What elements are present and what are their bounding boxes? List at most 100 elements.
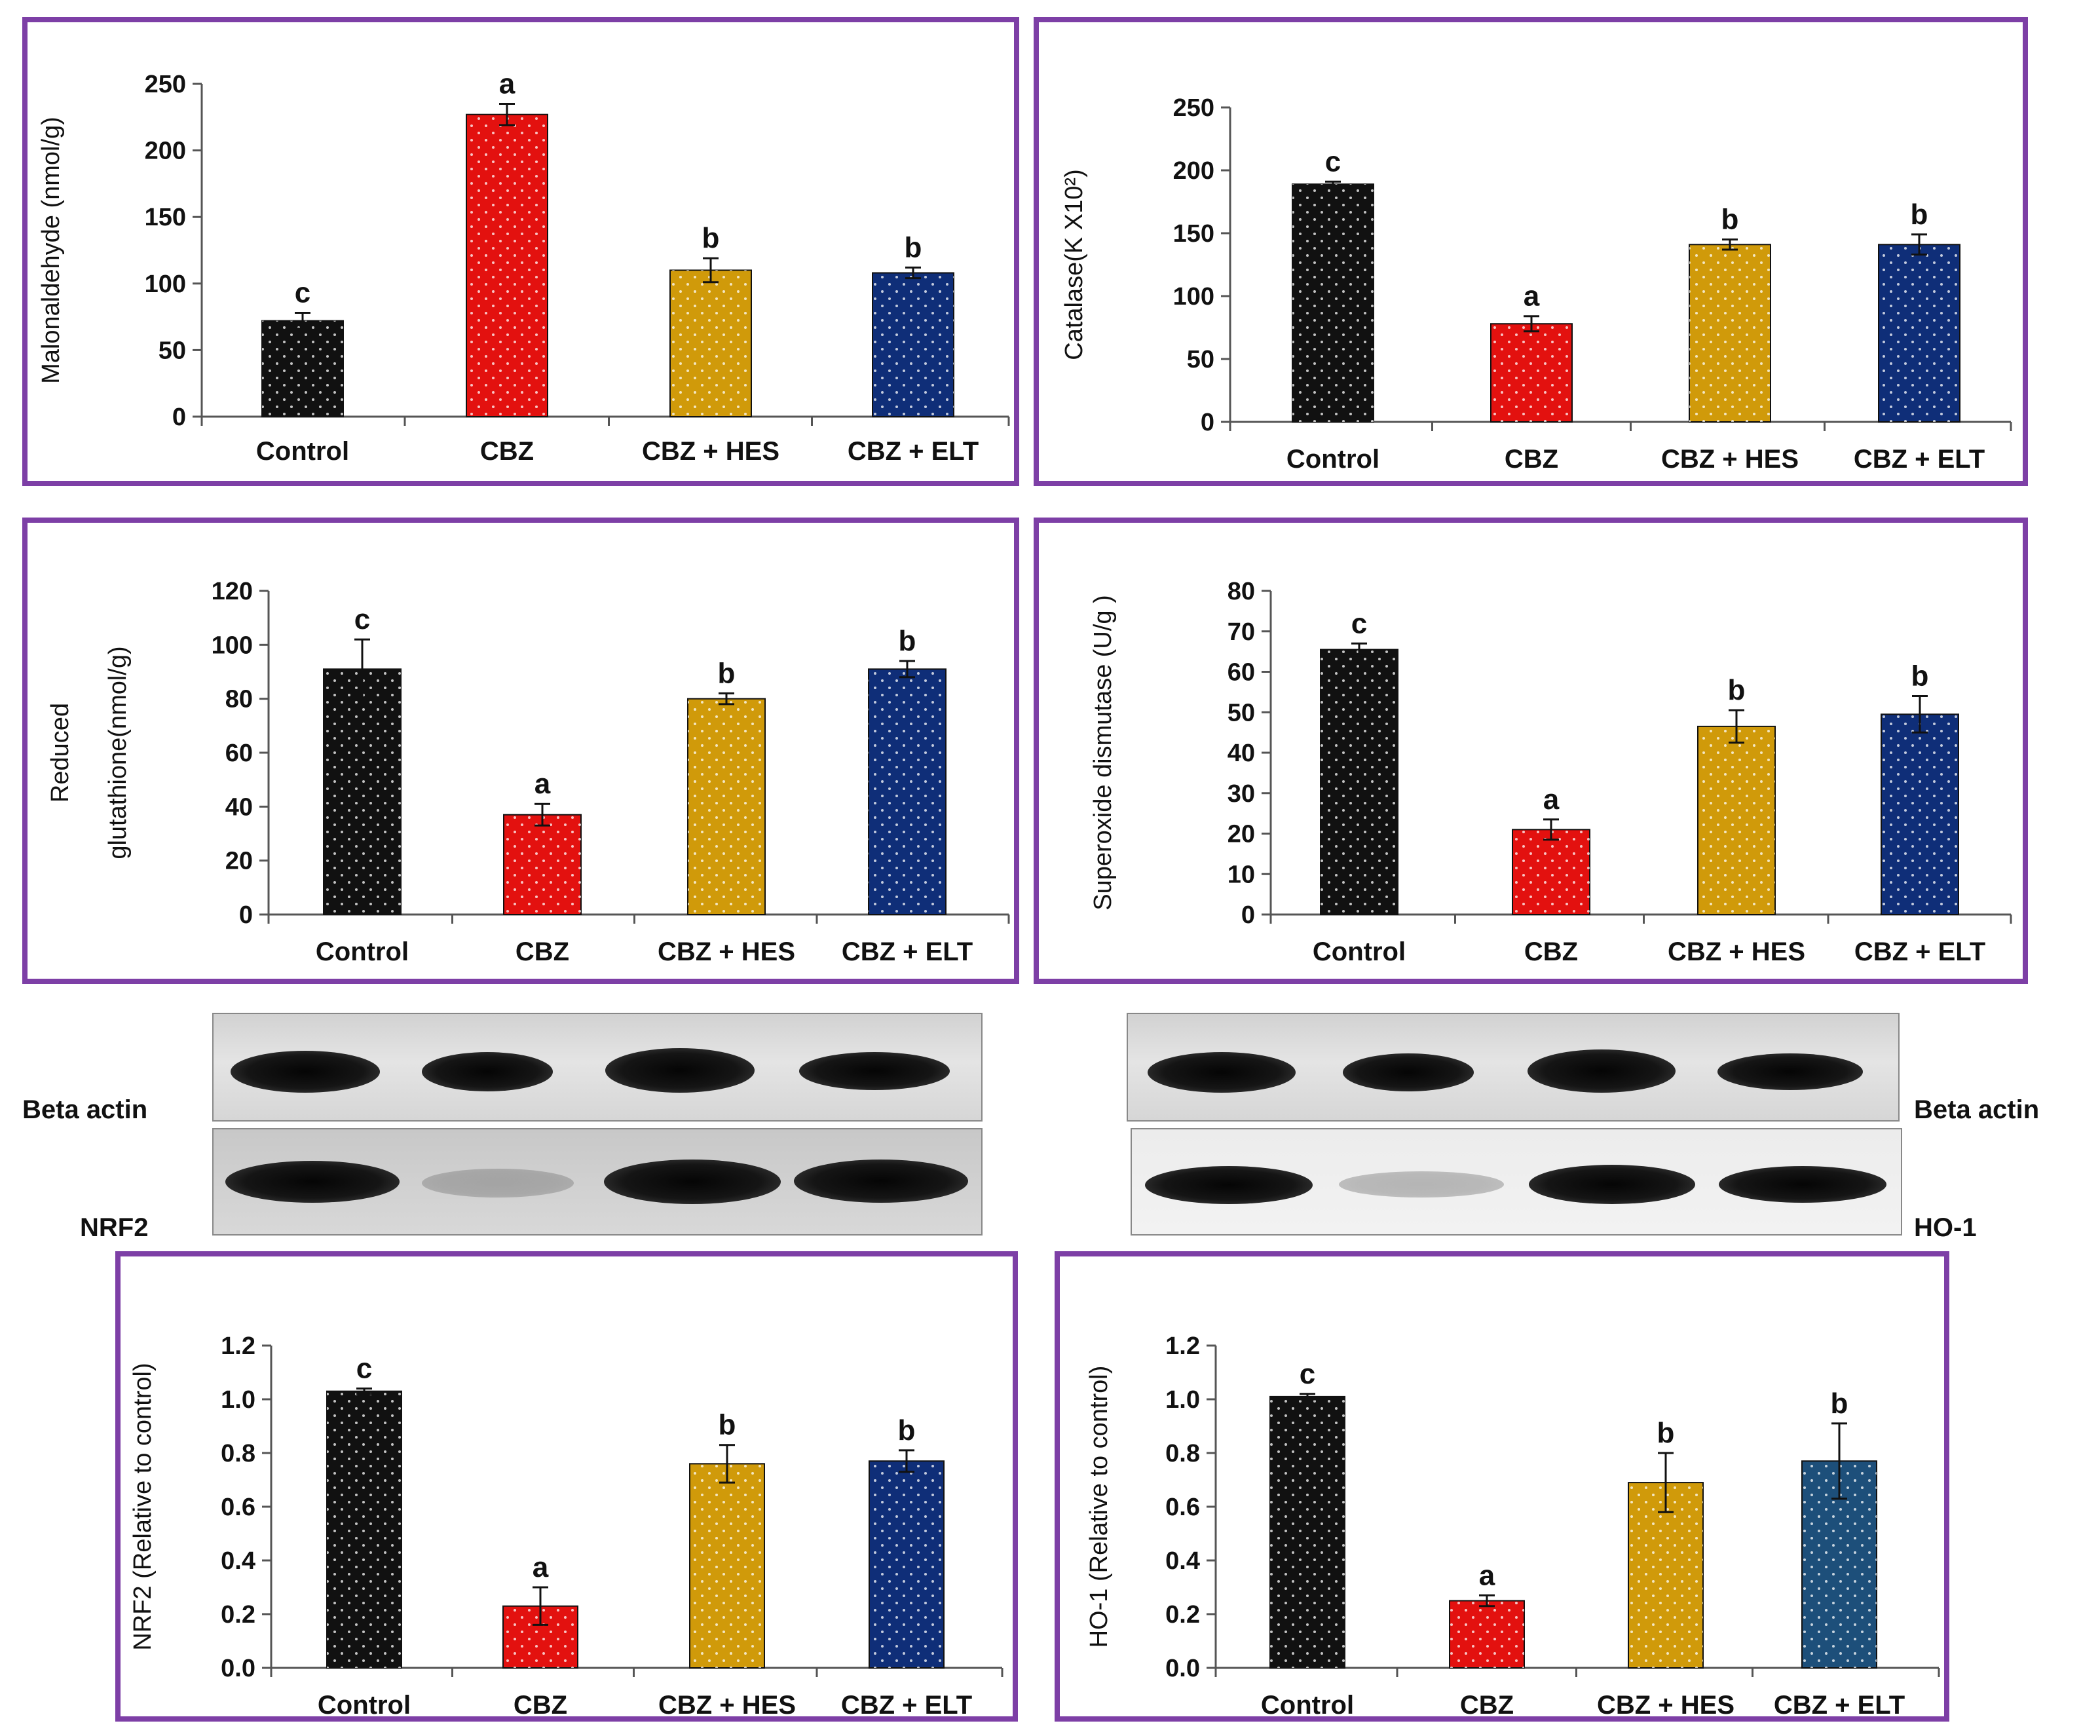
blot-label-ho1: HO-1 — [1914, 1213, 1977, 1242]
ho1-y-tick-label: 1.2 — [1165, 1332, 1200, 1360]
sod-significance-letter-0: c — [1351, 607, 1367, 639]
nrf2-y-tick-label: 1.2 — [221, 1332, 255, 1360]
sod-y-tick-label: 10 — [1228, 861, 1255, 888]
gsh-significance-letter-2: b — [718, 657, 736, 689]
sod-y-tick-label: 0 — [1241, 901, 1255, 929]
sod-significance-letter-2: b — [1728, 674, 1746, 706]
mda-y-tick-label: 200 — [145, 138, 186, 165]
sod-y-tick-label: 60 — [1228, 659, 1255, 687]
blot-label-beta-actin-right: Beta actin — [1914, 1095, 2040, 1124]
ho1-significance-letter-0: c — [1300, 1358, 1315, 1390]
band — [422, 1052, 553, 1091]
sod-bar-dots-1 — [1512, 829, 1590, 915]
catalase-y-tick-label: 100 — [1173, 283, 1214, 311]
nrf2-y-axis-title: NRF2 (Relative to control) — [129, 1363, 157, 1650]
sod-category-label-0: Control — [1313, 937, 1406, 966]
nrf2-category-label-3: CBZ + ELT — [841, 1691, 972, 1720]
mda-y-tick-label: 250 — [145, 71, 186, 98]
catalase-significance-letter-0: c — [1325, 145, 1341, 178]
gsh-category-label-3: CBZ + ELT — [842, 937, 973, 966]
ho1-significance-letter-3: b — [1831, 1387, 1848, 1420]
catalase-bar-dots-3 — [1879, 244, 1960, 422]
nrf2-y-tick-label: 0.8 — [221, 1440, 255, 1467]
mda-category-label-3: CBZ + ELT — [848, 437, 979, 466]
catalase-bar-dots-1 — [1491, 324, 1572, 422]
mda-y-axis-title: Malonaldehyde (nmol/g) — [37, 117, 65, 384]
nrf2-significance-letter-2: b — [719, 1409, 736, 1441]
mda-y-tick-label: 50 — [159, 337, 186, 364]
blot-left-beta-actin — [212, 1013, 983, 1122]
catalase-y-tick-label: 50 — [1187, 346, 1214, 373]
gsh-y-axis-title-line-2: glutathione(nmol/g) — [104, 646, 132, 859]
mda-category-label-2: CBZ + HES — [642, 437, 779, 466]
nrf2-significance-letter-1: a — [533, 1551, 549, 1583]
ho1-y-tick-label: 0.8 — [1165, 1440, 1200, 1467]
gsh-y-tick-label: 120 — [212, 578, 253, 605]
catalase-y-axis-title: Catalase(K X10²) — [1060, 169, 1088, 360]
catalase-significance-letter-3: b — [1911, 198, 1928, 231]
sod-y-tick-label: 40 — [1228, 740, 1255, 767]
gsh-bar-dots-0 — [324, 669, 401, 915]
blot-nrf2 — [212, 1128, 983, 1236]
band — [422, 1169, 574, 1198]
blot-label-nrf2: NRF2 — [80, 1213, 149, 1242]
nrf2-bar-dots-2 — [690, 1463, 764, 1668]
sod-bar-dots-0 — [1321, 649, 1398, 915]
catalase-y-tick-label: 200 — [1173, 157, 1214, 185]
catalase-category-label-3: CBZ + ELT — [1854, 445, 1985, 474]
mda-significance-letter-3: b — [905, 231, 922, 263]
mda-bar-dots-2 — [670, 270, 751, 417]
nrf2-y-tick-label: 1.0 — [221, 1386, 255, 1414]
ho1-y-tick-label: 0.2 — [1165, 1601, 1200, 1629]
gsh-category-label-1: CBZ — [516, 937, 569, 966]
sod-y-tick-label: 30 — [1228, 780, 1255, 808]
nrf2-category-label-2: CBZ + HES — [658, 1691, 796, 1720]
ho1-y-tick-label: 0.4 — [1165, 1547, 1200, 1575]
band — [1343, 1053, 1474, 1091]
catalase-significance-letter-1: a — [1524, 280, 1540, 312]
sod-category-label-1: CBZ — [1524, 937, 1578, 966]
gsh-y-tick-label: 80 — [225, 686, 253, 713]
gsh-y-tick-label: 100 — [212, 632, 253, 659]
mda-bar-dots-3 — [872, 273, 954, 417]
gsh-significance-letter-3: b — [899, 625, 916, 657]
sod-significance-letter-1: a — [1543, 783, 1560, 816]
ho1-category-label-0: Control — [1261, 1691, 1354, 1720]
ho1-category-label-3: CBZ + ELT — [1774, 1691, 1905, 1720]
catalase-category-label-1: CBZ — [1505, 445, 1558, 474]
band — [799, 1052, 950, 1090]
nrf2-category-label-1: CBZ — [514, 1691, 567, 1720]
band — [605, 1048, 755, 1093]
nrf2-category-label-0: Control — [318, 1691, 411, 1720]
band — [1529, 1165, 1695, 1204]
mda-y-tick-label: 150 — [145, 204, 186, 231]
ho1-significance-letter-1: a — [1479, 1559, 1495, 1591]
ho1-y-tick-label: 1.0 — [1165, 1386, 1200, 1414]
mda-bar-dots-0 — [262, 320, 343, 417]
panel-glutathione — [22, 518, 1019, 984]
band — [1528, 1049, 1676, 1093]
catalase-y-tick-label: 0 — [1201, 409, 1214, 436]
sod-category-label-2: CBZ + HES — [1668, 937, 1805, 966]
catalase-significance-letter-2: b — [1721, 204, 1739, 236]
gsh-y-tick-label: 60 — [225, 740, 253, 767]
catalase-bar-dots-0 — [1292, 184, 1374, 422]
ho1-significance-letter-2: b — [1657, 1417, 1675, 1449]
ho1-bar-dots-2 — [1628, 1482, 1703, 1668]
nrf2-y-tick-label: 0.2 — [221, 1601, 255, 1629]
mda-y-tick-label: 100 — [145, 271, 186, 298]
sod-bar-dots-3 — [1881, 714, 1959, 915]
nrf2-significance-letter-0: c — [356, 1353, 372, 1385]
catalase-y-tick-label: 150 — [1173, 220, 1214, 248]
gsh-significance-letter-0: c — [354, 603, 370, 635]
mda-y-tick-label: 0 — [172, 404, 186, 431]
band — [794, 1160, 968, 1203]
gsh-category-label-0: Control — [316, 937, 409, 966]
ho1-category-label-2: CBZ + HES — [1597, 1691, 1734, 1720]
sod-y-tick-label: 20 — [1228, 821, 1255, 848]
mda-significance-letter-2: b — [702, 222, 720, 254]
gsh-y-tick-label: 0 — [239, 901, 253, 929]
mda-category-label-0: Control — [256, 437, 349, 466]
blot-label-beta-actin-left: Beta actin — [22, 1095, 148, 1124]
catalase-y-tick-label: 250 — [1173, 94, 1214, 122]
